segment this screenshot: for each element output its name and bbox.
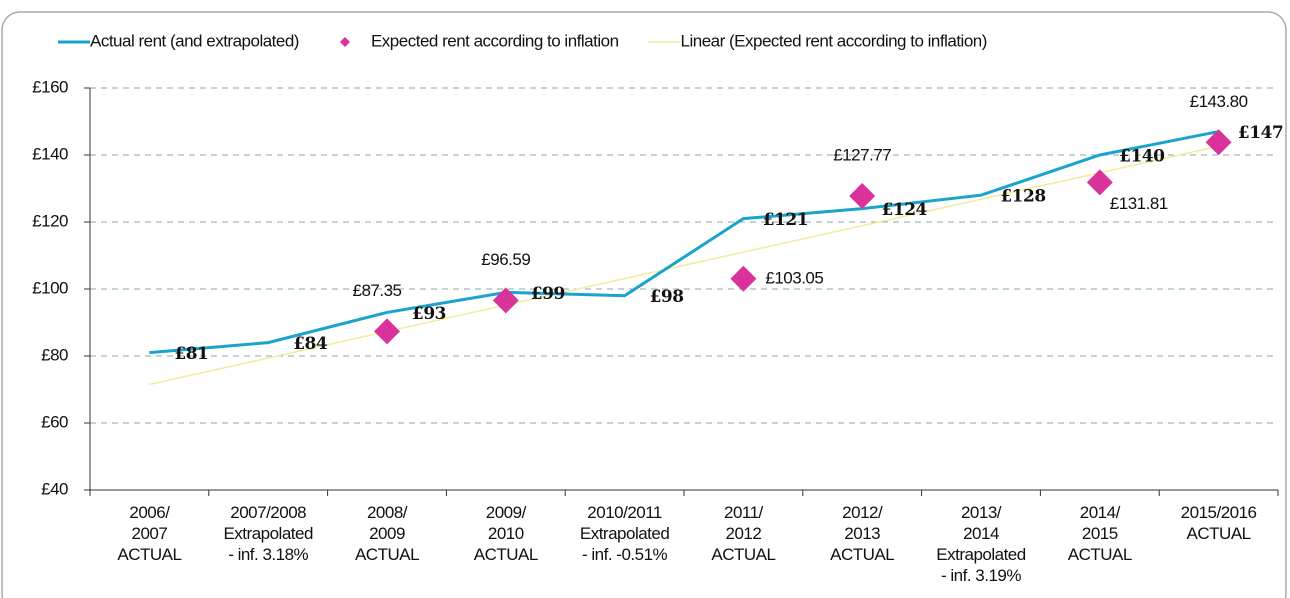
x-tick-label-line: ACTUAL (1068, 545, 1132, 564)
x-tick-label-line: 2015/2016 (1181, 503, 1257, 522)
x-tick-label-line: 2013/ (961, 503, 1002, 522)
marker (1205, 129, 1232, 156)
x-tick-label-line: 2008/ (367, 503, 408, 522)
x-tick-label-line: 2010 (488, 524, 524, 543)
x-tick-label: 2011/2012 ACTUAL (711, 503, 775, 564)
data-label: £84 (293, 334, 328, 354)
y-tick-label: £140 (32, 144, 68, 163)
x-tick-label-line: ACTUAL (355, 545, 419, 564)
chart-frame (1, 11, 1287, 598)
x-tick-label-line: ACTUAL (711, 545, 775, 564)
x-tick-label-line: - inf. -0.51% (582, 545, 668, 564)
x-tick-label: 2009/2010 ACTUAL (474, 503, 538, 564)
x-tick-label-line: - inf. 3.18% (228, 545, 308, 564)
x-tick-label-line: - inf. 3.19% (941, 566, 1021, 585)
x-tick-label: 2010/2011 Extrapolated - inf. -0.51% (580, 503, 669, 564)
data-label: £143.80 (1190, 92, 1248, 111)
data-label: £147 (1238, 123, 1283, 143)
data-label: £127.77 (833, 145, 891, 164)
data-label: £124 (882, 200, 928, 220)
marker (730, 265, 757, 292)
x-tick-label-line: ACTUAL (117, 545, 181, 564)
x-tick-label-line: 2012/ (842, 503, 883, 522)
data-label: £121 (763, 210, 808, 230)
marker (374, 318, 400, 345)
x-tick-label-line: 2007/2008 (230, 503, 306, 522)
y-tick-label: £80 (41, 345, 68, 364)
marker (492, 287, 519, 314)
data-label: £128 (1000, 187, 1045, 207)
data-label: £87.35 (353, 281, 402, 300)
legend-label: Expected rent according to inflation (371, 31, 619, 50)
x-tick-label-line: Extrapolated (936, 545, 1025, 564)
x-tick-label-line: Extrapolated (223, 524, 312, 543)
x-tick-label-line: 2015 (1082, 524, 1118, 543)
x-tick-label-line: 2014 (963, 524, 999, 543)
data-label: £81 (174, 344, 208, 364)
x-tick-label-line: 2013 (844, 524, 880, 543)
data-label: £96.59 (481, 250, 530, 269)
x-tick-label: 2007/2008 Extrapolated - inf. 3.18% (223, 503, 312, 564)
legend-label: Actual rent (and extrapolated) (90, 31, 299, 50)
x-tick-label-line: 2014/ (1080, 503, 1121, 522)
x-tick-label-line: 2010/2011 (587, 503, 662, 522)
x-tick-label-line: 2012 (725, 524, 761, 543)
x-tick-label-line: 2007 (131, 524, 167, 543)
data-label: £131.81 (1110, 194, 1168, 213)
y-tick-label: £120 (32, 211, 68, 230)
legend-label: Linear (Expected rent according to infla… (681, 31, 987, 50)
y-tick-label: £40 (41, 479, 68, 498)
x-tick-label-line: ACTUAL (474, 545, 538, 564)
y-tick-label: £160 (32, 77, 68, 96)
data-label: £98 (650, 287, 684, 307)
x-tick-label: 2012/2013 ACTUAL (830, 503, 894, 564)
x-tick-label-line: ACTUAL (1187, 524, 1251, 543)
x-tick-label-line: 2006/ (129, 503, 170, 522)
data-label: £103.05 (765, 268, 823, 287)
x-tick-label: 2015/2016 ACTUAL (1181, 503, 1257, 543)
x-tick-label: 2008/2009 ACTUAL (355, 503, 419, 564)
x-tick-label-line: 2011/ (724, 503, 764, 522)
data-label: £93 (412, 304, 446, 324)
x-tick-label-line: Extrapolated (580, 524, 669, 543)
series-line (149, 130, 1219, 355)
x-tick-label: 2013/2014 Extrapolated - inf. 3.19% (936, 503, 1025, 585)
x-tick-label-line: 2009/ (486, 503, 527, 522)
data-label: £99 (531, 284, 565, 304)
data-label: £140 (1119, 147, 1165, 167)
legend-marker (339, 37, 350, 47)
marker (1086, 169, 1113, 196)
y-tick-label: £100 (32, 278, 68, 297)
marker (849, 182, 876, 209)
x-tick-label-line: 2009 (369, 524, 405, 543)
x-tick-label: 2006/2007 ACTUAL (117, 503, 181, 564)
x-tick-label: 2014/2015 ACTUAL (1068, 503, 1132, 564)
x-tick-label-line: ACTUAL (830, 545, 894, 564)
series-line (149, 145, 1219, 386)
y-tick-label: £60 (41, 412, 68, 431)
